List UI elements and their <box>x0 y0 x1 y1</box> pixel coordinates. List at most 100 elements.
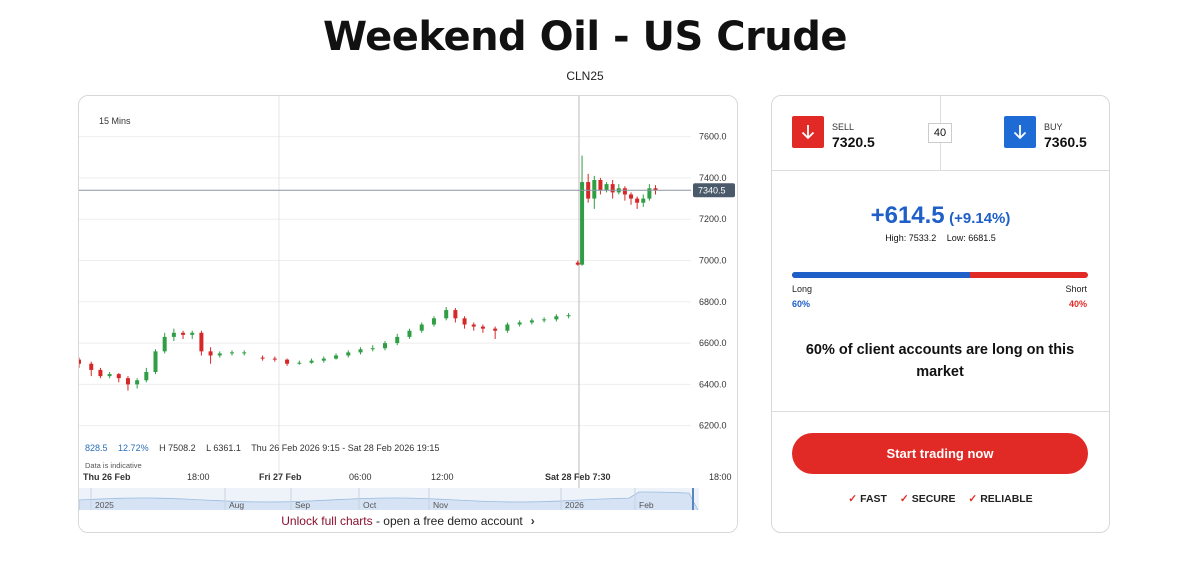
x-tick-label: 06:00 <box>349 472 372 482</box>
y-tick-label: 7200.0 <box>699 214 727 224</box>
candle-body <box>89 363 94 370</box>
sell-price[interactable]: 7320.5 <box>832 134 875 150</box>
candle-body <box>321 358 326 361</box>
candle-body <box>79 359 81 364</box>
candle-body <box>453 310 458 319</box>
change-value: +614.5 <box>870 202 945 229</box>
indicative-note: Data is indicative <box>85 461 142 470</box>
stat-low: L 6361.1 <box>206 443 241 453</box>
candle-body <box>493 328 498 331</box>
candle-body <box>383 343 387 349</box>
client-text-post: on this market <box>916 342 1075 380</box>
timeframe-label[interactable]: 15 Mins <box>99 116 131 126</box>
candle-body <box>334 355 339 359</box>
x-tick-label: 18:00 <box>187 472 210 482</box>
stat-range: Thu 26 Feb 2026 9:15 - Sat 28 Feb 2026 1… <box>251 443 440 453</box>
check-icon: ✓ <box>899 493 909 505</box>
candle-body <box>116 374 121 379</box>
spread-value: 40 <box>928 123 952 143</box>
candle-body <box>566 315 571 317</box>
low-value: Low: 6681.5 <box>946 233 996 243</box>
stat-change-pct: 12.72% <box>118 443 149 453</box>
unlock-rest-text: - open a free demo account <box>372 514 523 528</box>
unlock-charts-link[interactable]: Unlock full charts - open a free demo ac… <box>79 510 737 532</box>
y-tick-label: 7400.0 <box>699 173 727 183</box>
candle-body <box>135 380 140 385</box>
candle-body <box>199 332 204 352</box>
navigator-label: Oct <box>363 500 377 510</box>
candle-body <box>575 262 580 265</box>
sell-button[interactable] <box>792 116 824 148</box>
price-row: SELL 7320.5 40 BUY 7360.5 <box>772 96 1109 171</box>
trade-panel: SELL 7320.5 40 BUY 7360.5 +614.5 (+9.14%… <box>771 95 1110 533</box>
price-change: +614.5 (+9.14%) <box>772 202 1109 230</box>
candle-body <box>653 188 658 191</box>
candle-body <box>230 352 234 354</box>
candle-body <box>505 324 510 331</box>
price-chart-panel[interactable]: 7600.0 7400.0 7200.0 7000.0 6800.0 6600.0 6400… <box>78 95 738 533</box>
start-trading-button[interactable]: Start trading now <box>792 433 1088 474</box>
candle-body <box>190 332 195 335</box>
navigator-label: Aug <box>229 500 244 510</box>
candle-body <box>260 357 265 359</box>
navigator-label: 2026 <box>565 500 584 510</box>
price-chart[interactable]: 7600.0 7400.0 7200.0 7000.0 6800.0 6600.0 6400… <box>79 96 738 512</box>
high-low: High: 7533.2 Low: 6681.5 <box>772 233 1109 243</box>
candle-body <box>598 180 603 191</box>
candle-body <box>629 194 634 199</box>
candle-body <box>517 322 522 325</box>
candle-body <box>462 318 467 325</box>
x-tick-label: Fri 27 Feb <box>259 472 302 482</box>
candle-body <box>529 320 534 323</box>
current-price-label: 7340.5 <box>698 186 726 196</box>
feature-reliable: ✓ RELIABLE <box>968 493 1033 505</box>
candle-body <box>610 184 615 193</box>
page-title: Weekend Oil - US Crude <box>322 14 848 60</box>
candle-body <box>346 352 351 356</box>
candle-body <box>125 378 130 385</box>
candle-body <box>309 360 314 363</box>
buy-price[interactable]: 7360.5 <box>1044 134 1087 150</box>
candle-body <box>580 182 585 265</box>
navigator-label: Feb <box>639 500 654 510</box>
candle-body <box>217 353 222 356</box>
stat-change: 828.5 <box>85 443 108 453</box>
navigator-area <box>79 491 700 512</box>
candle-body <box>358 349 363 353</box>
sell-label: SELL <box>832 122 855 132</box>
y-tick-label: 7600.0 <box>699 132 727 142</box>
change-percent: (+9.14%) <box>949 210 1011 227</box>
feature-secure: ✓ SECURE <box>899 493 956 505</box>
candle-body <box>592 180 597 199</box>
features-row: ✓ FAST ✓ SECURE ✓ RELIABLE <box>772 493 1109 505</box>
x-tick-label: Sat 28 Feb 7:30 <box>545 472 611 482</box>
candle-body <box>98 369 103 377</box>
current-price-tag <box>693 183 735 198</box>
short-label: Short <box>1065 284 1087 294</box>
buy-button[interactable] <box>1004 116 1036 148</box>
client-text-pre: 60% of client accounts are <box>805 342 992 358</box>
unlock-link-text[interactable]: Unlock full charts <box>281 514 373 528</box>
candle-body <box>419 324 424 331</box>
chevron-right-icon[interactable]: › <box>530 514 535 528</box>
candle-body <box>604 184 609 191</box>
y-tick-label: 7000.0 <box>699 256 727 266</box>
candle-body <box>181 332 186 335</box>
candle-body <box>285 359 290 364</box>
candle-body <box>471 324 476 327</box>
candle-body <box>162 336 167 352</box>
long-label: Long <box>792 284 813 294</box>
candle-body <box>272 358 277 360</box>
candle-body <box>635 198 640 203</box>
high-value: High: 7533.2 <box>885 233 937 243</box>
candle-body <box>107 374 112 377</box>
client-sentiment-text: 60% of client accounts are long on this … <box>792 339 1088 383</box>
candle-body <box>208 351 213 356</box>
candle-body <box>554 316 559 320</box>
check-icon: ✓ <box>848 493 858 505</box>
candle-body <box>297 362 302 364</box>
x-tick-label: 12:00 <box>431 472 454 482</box>
x-tick-label: 18:00 <box>709 472 732 482</box>
divider <box>772 411 1109 412</box>
stat-high: H 7508.2 <box>159 443 196 453</box>
